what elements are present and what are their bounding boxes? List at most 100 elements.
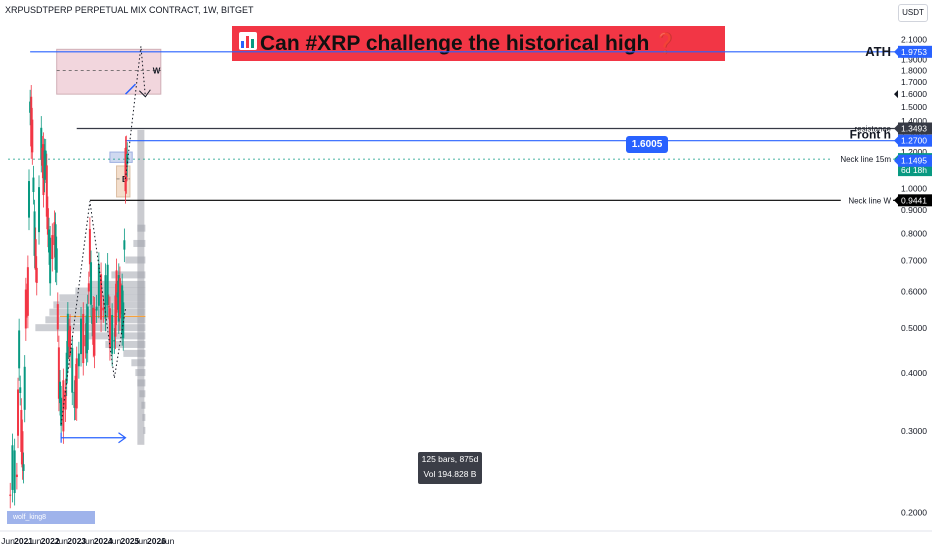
candle-body [69, 325, 72, 356]
candle-body [49, 237, 52, 284]
x-tick-label: 2021 [14, 536, 33, 546]
candle-body [84, 335, 87, 347]
x-tick-label: 2026 [147, 536, 166, 546]
x-tick-label: 2022 [41, 536, 60, 546]
x-tick-label: Jun [81, 536, 95, 546]
candle-body [108, 308, 111, 349]
candle-body [80, 318, 83, 355]
candle-body [117, 275, 120, 322]
candle-body [116, 292, 119, 298]
candle-body [64, 390, 67, 410]
candle-body [104, 275, 107, 319]
candle-body [11, 445, 14, 490]
front-h-label: Front h [850, 128, 891, 142]
candle-body [118, 278, 121, 319]
volume-profile-bar [59, 294, 146, 302]
candle-body [33, 211, 36, 256]
candle-body [121, 285, 124, 334]
watermark-text: wolf_king8 [13, 514, 47, 521]
neck-line-15m-label: Neck line 15m [840, 155, 891, 164]
candle-body [60, 397, 63, 426]
candle-body [88, 228, 91, 265]
candle-body [9, 494, 12, 496]
candle-body [62, 380, 65, 432]
candle-body [42, 144, 45, 196]
neck-line-15m-label-bg [832, 153, 893, 165]
candle-body [82, 313, 85, 364]
y-tick-label: 1.9000 [901, 55, 927, 65]
x-tick-label: Jun [108, 536, 122, 546]
candle-body [26, 267, 29, 316]
candle-body [125, 147, 128, 182]
measure-label: 125 bars, 875d Vol 194.828 B [418, 452, 482, 484]
candle-body [23, 366, 26, 410]
candle-body [13, 450, 16, 494]
y-tick-label: 0.2000 [901, 508, 927, 518]
candle-body [120, 295, 123, 302]
neck-line-15m-badge2-text: 6d 18h [901, 165, 927, 175]
ATH-badge-text: 1.9753 [901, 47, 927, 57]
target-zone [56, 48, 162, 95]
candle-body [74, 375, 77, 408]
candle-body [54, 224, 57, 270]
candle-body [92, 307, 95, 345]
resistance-badge-pointer [894, 124, 898, 133]
ATH-badge [898, 45, 932, 58]
neck-line-w-badge-pointer [894, 196, 898, 205]
candle-body [113, 339, 116, 342]
candle-body [21, 431, 24, 468]
candle-body [24, 289, 27, 329]
projection-arrowhead [139, 89, 151, 98]
front-h-badge-pointer [894, 136, 898, 145]
candle-body [20, 409, 23, 452]
extra-level-badge [898, 154, 932, 167]
candle-body [71, 347, 74, 393]
neck-box [109, 151, 133, 163]
front-h-badge-text: 1.2700 [901, 136, 927, 146]
candle-body [22, 464, 25, 471]
projection-line [125, 46, 146, 179]
volume-profile-bar [49, 308, 146, 316]
y-tick-label: 1.6000 [901, 89, 927, 99]
y-tick-label: 1.0000 [901, 184, 927, 194]
candle-body [46, 208, 49, 235]
candle-body [87, 283, 90, 292]
candle-body [57, 347, 60, 399]
candle-body [91, 316, 94, 324]
volume-profile-bar [111, 271, 146, 279]
range-arrow-head [118, 432, 127, 444]
y-tick-label: 1.7000 [901, 77, 927, 87]
candle-body [38, 187, 41, 233]
resistance-badge [898, 122, 932, 135]
candle-body [107, 306, 110, 308]
y-tick-label: 1.4000 [901, 116, 927, 126]
candle-body [55, 248, 58, 273]
candle-body [17, 389, 20, 436]
resistance-badge-text: 1.3493 [901, 123, 927, 133]
candle-body [25, 295, 28, 306]
candle-body [56, 304, 59, 330]
candle-body [111, 314, 114, 354]
bar-chart-icon [239, 26, 257, 61]
currency-button[interactable]: USDT [898, 4, 928, 22]
candle-body [43, 150, 46, 180]
y-tick-label: 0.5000 [901, 323, 927, 333]
candle-body [122, 302, 125, 339]
extra-level-badge-pointer [894, 156, 898, 165]
x-tick-label: 2023 [67, 536, 86, 546]
candle-body [41, 147, 44, 166]
candle-body [48, 229, 51, 253]
x-tick-label: Jun [161, 536, 175, 546]
candle-body [44, 150, 47, 171]
y-tick-label: 0.4000 [901, 368, 927, 378]
neck-line-w-label-bg [840, 194, 893, 206]
candle-body [106, 264, 109, 306]
candle-body [77, 353, 80, 367]
candle-body [86, 306, 89, 350]
neck-line-w-label: Neck line W [848, 196, 891, 205]
candle-body [59, 381, 62, 404]
candle-body [15, 474, 18, 478]
x-tick-label: Jun [134, 536, 148, 546]
candle-body [45, 165, 48, 217]
